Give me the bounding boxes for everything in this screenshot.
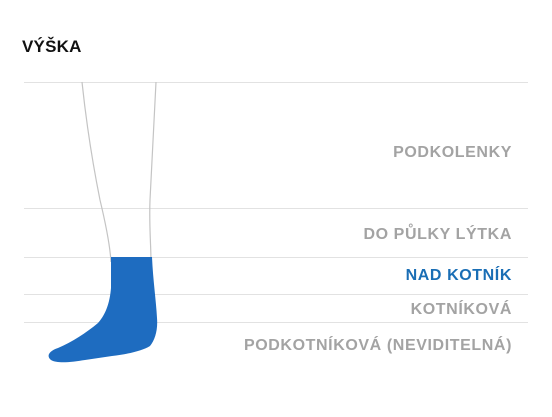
leg-outline [81,81,157,263]
section-title: VÝŠKA [22,37,82,56]
option-podkotnikova[interactable]: PODKOTNÍKOVÁ (NEVIDITELNÁ) [243,337,512,354]
sock-above-ankle [48,257,158,363]
option-podkolenky[interactable]: PODKOLENKY [393,144,512,161]
option-nad-kotnik[interactable]: NAD KOTNÍK [405,267,512,284]
guide-line-no-show [24,322,528,323]
option-kotnikova[interactable]: KOTNÍKOVÁ [410,301,512,318]
option-do-pulky-lytka[interactable]: DO PŮLKY LÝTKA [363,226,512,243]
guide-line-above-ankle [24,257,528,258]
guide-line-top [24,82,528,83]
guide-line-mid-calf [24,208,528,209]
guide-line-ankle [24,294,528,295]
